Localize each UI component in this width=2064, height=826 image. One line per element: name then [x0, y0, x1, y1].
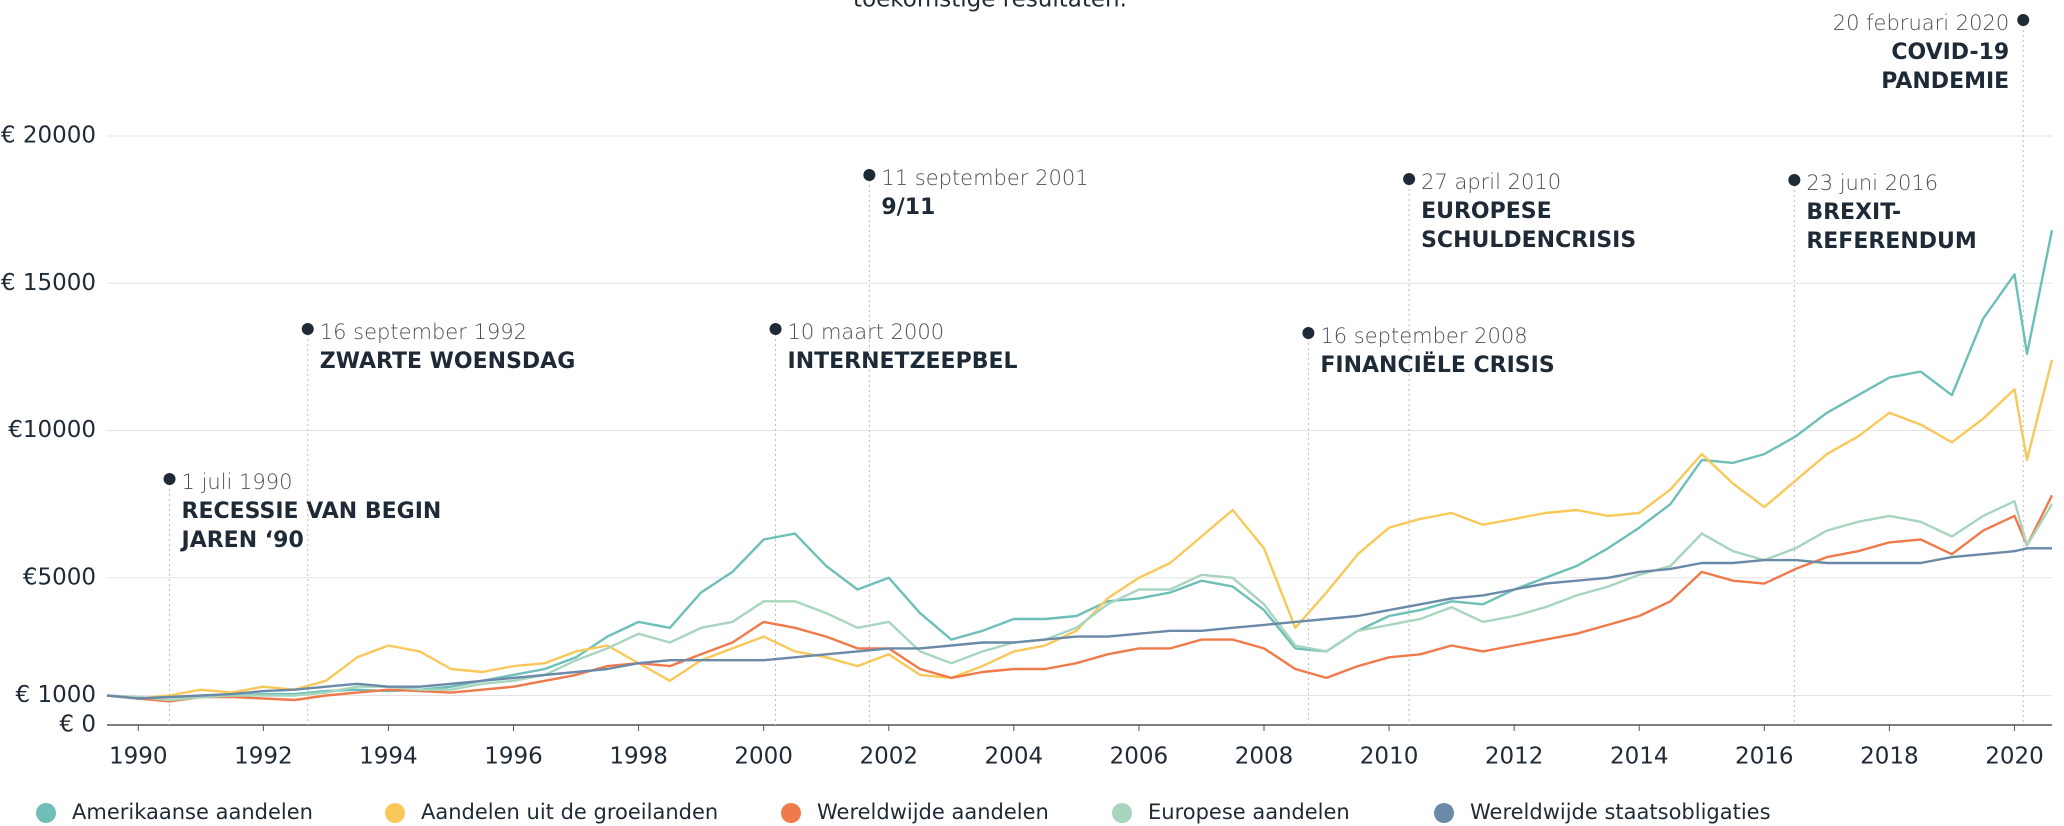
- annotation-dot: [1302, 327, 1315, 339]
- annotation-dot: [163, 473, 176, 485]
- x-tick-label: 1998: [609, 744, 668, 770]
- annotation-label: EUROPESE: [1421, 199, 1552, 224]
- legend-label: Wereldwijde staatsobligaties: [1470, 800, 1771, 824]
- x-tick-label: 2000: [734, 744, 793, 770]
- annotation-label: BREXIT-: [1806, 200, 1901, 225]
- legend-swatch: [1112, 803, 1132, 823]
- annotation-date: 23 juni 2016: [1806, 171, 1938, 195]
- annotation-dot: [769, 323, 782, 335]
- annotation-date: 1 juli 1990: [182, 470, 293, 494]
- legend-label: Wereldwijde aandelen: [817, 800, 1049, 824]
- annotation-dot: [301, 323, 314, 335]
- annotation-date: 10 maart 2000: [788, 320, 945, 344]
- y-tick-label: € 20000: [1, 123, 96, 149]
- x-tick-label: 2008: [1235, 744, 1294, 770]
- legend-swatch: [36, 803, 56, 823]
- annotation-date: 16 september 2008: [1320, 324, 1527, 348]
- legend-label: Europese aandelen: [1148, 800, 1350, 824]
- annotation-label: PANDEMIE: [1881, 69, 2009, 94]
- annotation-label: FINANCIËLE CRISIS: [1320, 352, 1554, 378]
- annotation-label: RECESSIE VAN BEGIN: [182, 499, 442, 524]
- x-tick-label: 2016: [1735, 744, 1794, 770]
- legend-swatch: [385, 803, 405, 823]
- annotation-dot: [1403, 173, 1416, 185]
- annotation-date: 16 september 1992: [320, 320, 527, 344]
- annotation-label: COVID-19: [1891, 40, 2009, 65]
- series-line: [106, 500, 2054, 702]
- annotation-dot: [863, 169, 876, 181]
- y-tick-label: € 0: [59, 712, 96, 738]
- series-line: [106, 494, 2054, 703]
- x-tick-label: 2012: [1485, 744, 1544, 770]
- annotation-label: ZWARTE WOENSDAG: [320, 349, 576, 374]
- x-tick-label: 1996: [484, 744, 543, 770]
- legend-label: Aandelen uit de groeilanden: [421, 800, 718, 824]
- y-tick-label: € 15000: [1, 270, 96, 296]
- x-tick-label: 1992: [234, 744, 293, 770]
- annotation-dot: [1788, 174, 1801, 186]
- series-line: [106, 359, 2054, 700]
- annotation-label: JAREN ‘90: [180, 528, 304, 553]
- legend-swatch: [781, 803, 801, 823]
- x-tick-label: 2014: [1610, 744, 1669, 770]
- series-line: [106, 547, 2052, 700]
- x-tick-label: 2010: [1360, 744, 1419, 770]
- x-tick-label: 2018: [1860, 744, 1919, 770]
- annotation-date: 11 september 2001: [881, 166, 1088, 190]
- y-tick-label: €10000: [8, 417, 96, 443]
- x-tick-label: 2004: [985, 744, 1044, 770]
- x-tick-label: 2002: [859, 744, 918, 770]
- x-tick-label: 1994: [359, 744, 418, 770]
- chart-subtitle: toekomstige resultaten.: [853, 0, 1127, 13]
- x-tick-label: 2020: [1985, 744, 2044, 770]
- annotation-dot: [2017, 14, 2030, 26]
- series-line: [106, 229, 2054, 702]
- x-tick-label: 1990: [109, 744, 168, 770]
- annotation-date: 27 april 2010: [1421, 170, 1561, 194]
- annotation-date: 20 februari 2020: [1833, 11, 2009, 35]
- annotation-label: INTERNETZEEPBEL: [788, 349, 1018, 374]
- annotation-label: SCHULDENCRISIS: [1421, 228, 1636, 253]
- annotation-label: REFERENDUM: [1806, 229, 1976, 254]
- annotation-label: 9/11: [881, 195, 935, 220]
- y-tick-label: €5000: [23, 564, 96, 590]
- legend-swatch: [1434, 803, 1454, 823]
- x-tick-label: 2006: [1110, 744, 1169, 770]
- y-tick-label: € 1000: [16, 682, 96, 708]
- legend-label: Amerikaanse aandelen: [72, 800, 313, 824]
